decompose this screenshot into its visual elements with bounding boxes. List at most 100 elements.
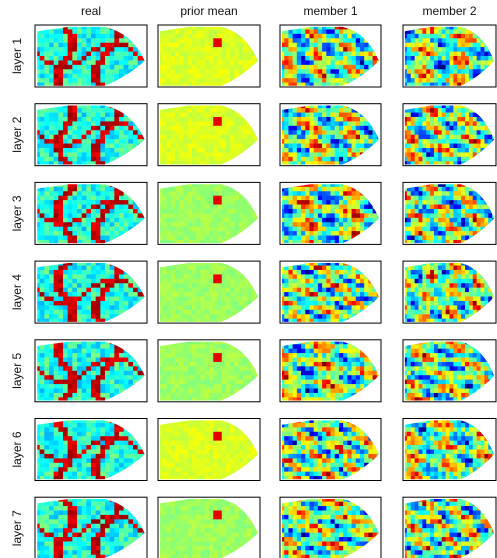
field-cell [339,270,344,275]
field-cell [40,135,45,140]
field-cell [415,152,419,157]
field-cell [364,218,369,223]
field-cell [82,34,87,39]
field-cell [96,301,101,306]
field-cell [335,270,340,275]
field-cell [419,47,423,52]
field-cell [368,52,373,57]
field-cell [473,104,477,109]
field-cell [347,157,352,162]
field-cell [364,261,369,266]
field-cell [293,200,298,205]
field-cell [305,60,310,65]
field-cell [82,113,87,118]
field-cell [301,130,306,135]
field-cell [184,274,189,279]
field-cell [205,231,210,236]
field-cell [226,283,231,288]
field-cell [347,270,352,275]
field-cell [438,108,442,113]
field-cell [209,38,214,43]
field-cell [247,47,252,52]
field-cell [446,121,450,126]
field-cell [364,205,369,210]
field-cell [100,38,105,43]
field-cell [171,152,176,157]
field-cell [335,157,340,162]
field-cell [326,288,331,293]
field-cell [54,222,59,227]
field-cell [218,65,223,70]
field-cell [322,218,327,223]
field-cell [288,60,293,65]
field-cell [301,292,306,297]
field-cell [407,38,411,43]
field-cell [368,126,373,131]
field-cell [419,148,423,153]
field-cell [442,25,446,30]
field-cell [188,38,193,43]
field-cell [335,196,340,201]
field-cell [213,78,218,83]
field-cell [314,297,319,302]
field-cell [124,200,129,205]
field-cell [213,60,218,65]
field-cell [167,104,172,109]
field-cell [133,270,138,275]
field-cell [352,266,357,271]
field-cell [124,65,129,70]
field-cell [205,60,210,65]
field-cell [407,196,411,201]
field-cell [481,144,485,149]
field-cell [473,182,477,187]
field-cell [96,292,101,297]
field-cell [175,196,180,201]
field-cell [235,74,240,79]
field-cell [280,74,285,79]
field-cell [422,69,426,74]
field-cell [309,261,314,266]
field-cell [469,78,473,83]
field-cell [331,187,336,192]
field-cell [158,65,163,70]
field-cell [201,292,206,297]
field-cell [280,301,285,306]
field-cell [175,270,180,275]
field-cell [40,113,45,118]
field-cell [105,297,110,302]
field-cell [430,191,434,196]
field-cell [86,108,91,113]
field-cell [167,213,172,218]
field-cell [411,117,415,122]
field-cell [442,200,446,205]
field-cell [293,121,298,126]
field-cell [196,227,201,232]
field-cell [158,231,163,236]
field-cell [314,157,319,162]
field-cell [209,314,214,319]
field-cell [461,139,465,144]
field-cell [331,261,336,266]
field-cell [343,117,348,122]
field-cell [434,236,438,241]
field-cell [35,65,40,70]
field-cell [110,196,115,201]
field-cell [314,25,319,30]
field-cell [188,144,193,149]
field-cell [124,209,129,214]
field-cell [184,301,189,306]
field-cell [461,69,465,74]
field-cell [114,209,119,214]
field-cell [138,113,143,118]
field-cell [68,74,73,79]
field-cell [488,187,492,192]
field-cell [114,113,119,118]
field-cell [239,117,244,122]
field-cell [309,209,314,214]
field-cell [40,60,45,65]
field-cell [297,152,302,157]
field-cell [434,222,438,227]
field-cell [49,108,54,113]
field-cell [91,310,96,315]
field-cell [100,187,105,192]
